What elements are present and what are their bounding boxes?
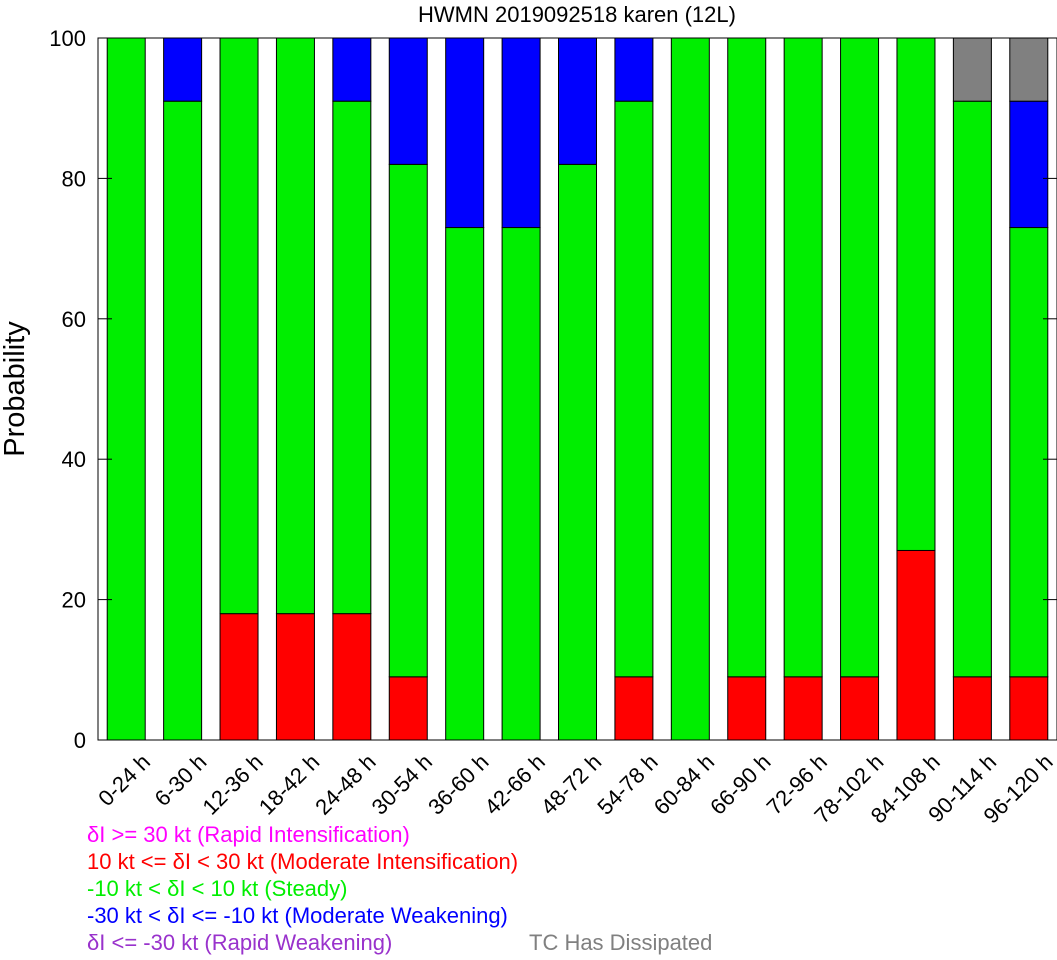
bar-segment [614, 100, 654, 678]
bar-segment [558, 163, 597, 741]
bar-segment [275, 613, 315, 741]
bar-segment [840, 37, 880, 678]
x-tick-label: 30-54 h [367, 749, 437, 819]
y-tick-label: 100 [49, 26, 86, 51]
x-tick-label: 48-72 h [536, 749, 606, 819]
bar-segment [445, 227, 485, 741]
legend-entry: 10 kt <= δI < 30 kt (Moderate Intensific… [87, 849, 519, 874]
chart-title: HWMN 2019092518 karen (12L) [418, 2, 736, 27]
bar-segment [558, 37, 597, 165]
bars-group [106, 37, 1049, 741]
x-tick-label: 36-60 h [423, 749, 493, 819]
x-tick-label: 0-24 h [93, 749, 155, 811]
y-tick-label: 40 [62, 447, 86, 472]
y-tick-label: 0 [74, 728, 86, 753]
bar-segment [1009, 676, 1049, 741]
bar-segment [501, 227, 541, 741]
bar-segment [332, 613, 372, 741]
bar-segment [332, 100, 372, 615]
bar-segment [445, 37, 485, 229]
bar-segment [783, 37, 823, 678]
bar-segment [163, 37, 203, 102]
x-tick-label: 66-90 h [705, 749, 775, 819]
x-tick-label: 24-48 h [310, 749, 380, 819]
x-tick-label: 12-36 h [197, 749, 267, 819]
bar-segment [106, 37, 146, 741]
bar-segment [501, 37, 541, 229]
bar-segment [670, 37, 710, 741]
x-tick-label: 60-84 h [649, 749, 719, 819]
bar-segment [388, 676, 428, 741]
x-tick-label: 42-66 h [479, 749, 549, 819]
bar-segment [219, 37, 259, 615]
legend-entry: δI <= -30 kt (Rapid Weakening) [87, 930, 393, 955]
bar-segment [219, 613, 259, 741]
legend-entry-dissipated: TC Has Dissipated [529, 930, 713, 955]
bar-segment [388, 163, 428, 678]
bar-segment [388, 37, 428, 165]
legend-entry: δI >= 30 kt (Rapid Intensification) [87, 822, 410, 847]
y-tick-label: 60 [62, 307, 86, 332]
y-axis-label: Probability [0, 321, 31, 457]
bar-segment [275, 37, 315, 615]
bar-segment [896, 549, 936, 741]
legend-entry: -30 kt < δI <= -10 kt (Moderate Weakenin… [87, 903, 508, 928]
y-ticks-group: 0 20 40 60 80 100 [49, 26, 1057, 753]
y-tick-label: 80 [62, 166, 86, 191]
bar-segment [614, 676, 654, 741]
bar-segment [163, 100, 203, 741]
bar-segment [727, 37, 767, 678]
y-tick-label: 20 [62, 588, 86, 613]
bar-segment [614, 37, 654, 102]
x-tick-label: 54-78 h [592, 749, 662, 819]
legend-entry: -10 kt < δI < 10 kt (Steady) [87, 876, 348, 901]
bar-segment [1009, 100, 1049, 229]
bar-segment [952, 37, 992, 102]
bar-segment [952, 100, 992, 678]
bar-segment [783, 676, 823, 741]
bar-segment [727, 676, 767, 741]
bar-segment [1009, 227, 1049, 678]
bar-segment [1009, 37, 1049, 102]
bar-segment [952, 676, 992, 741]
bar-segment [840, 676, 880, 741]
bar-segment [896, 37, 936, 551]
x-tick-label: 18-42 h [254, 749, 324, 819]
bar-segment [332, 37, 372, 102]
plot-frame [97, 37, 1057, 741]
x-ticks-group: 0-24 h6-30 h12-36 h18-42 h24-48 h30-54 h… [93, 749, 1057, 828]
